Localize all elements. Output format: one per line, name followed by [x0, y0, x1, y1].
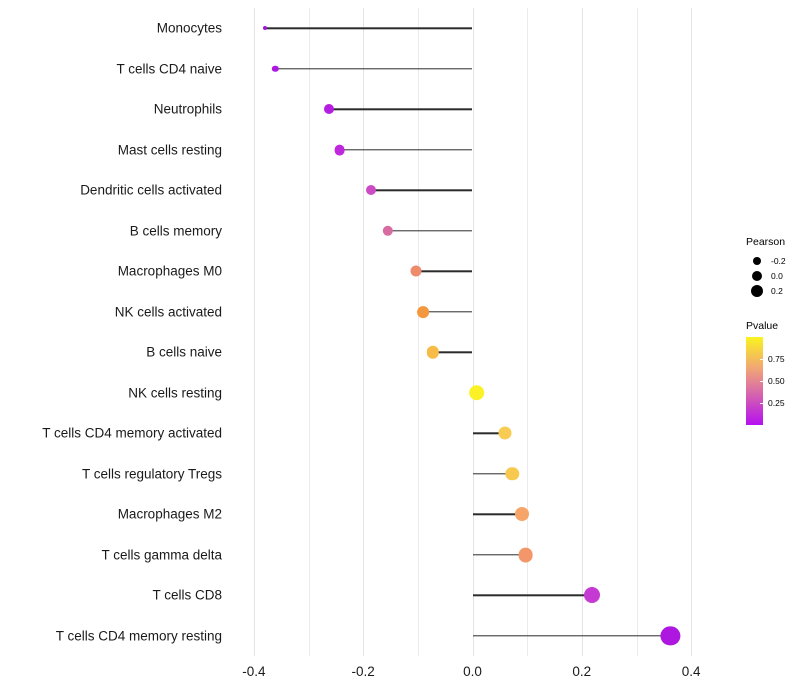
lollipop-stem — [432, 351, 473, 353]
size-legend-label: 0.0 — [771, 270, 783, 281]
y-axis-tick-label: Macrophages M0 — [117, 263, 222, 279]
colorbar-wrap: 0.75 0.50 0.25 — [746, 337, 800, 425]
x-axis-tick-label: 0.2 — [572, 664, 592, 679]
lollipop-stem — [472, 594, 592, 596]
x-axis-tick-label: 0.0 — [463, 664, 482, 679]
y-axis-tick-label: B cells memory — [129, 223, 222, 239]
x-axis: -0.4 -0.2 0.0 0.2 0.4 — [232, 656, 713, 686]
lollipop-point[interactable] — [334, 144, 346, 156]
color-legend: Pvalue 0.75 0.50 0.25 — [746, 320, 800, 425]
x-axis-tick-label: -0.4 — [242, 664, 266, 679]
size-legend-dot-icon — [746, 284, 768, 297]
size-legend-item: 0.2 — [746, 283, 800, 298]
lollipop-stem — [387, 230, 473, 232]
y-axis-tick-label: T cells gamma delta — [101, 547, 222, 563]
size-legend-item: 0.0 — [746, 268, 800, 283]
x-axis-tick-label: 0.4 — [681, 664, 701, 679]
lollipop-point[interactable] — [262, 26, 267, 31]
y-axis-tick-label: Monocytes — [156, 20, 222, 36]
y-axis-tick-label: Dendritic cells activated — [80, 182, 222, 198]
lollipop-point[interactable] — [518, 547, 533, 563]
lollipop-point[interactable] — [417, 305, 430, 318]
colorbar-ticks: 0.75 0.50 0.25 — [760, 337, 797, 425]
y-axis-tick-label: T cells CD4 memory activated — [42, 425, 222, 441]
gridline-minor — [527, 8, 529, 656]
lollipop-stem — [415, 270, 473, 272]
lollipop-point[interactable] — [583, 587, 600, 604]
lollipop-stem — [472, 432, 506, 434]
y-axis-tick-label: NK cells activated — [114, 304, 222, 320]
x-axis-tick-label: -0.2 — [351, 664, 375, 679]
lollipop-point[interactable] — [426, 346, 439, 359]
lollipop-point[interactable] — [366, 185, 377, 196]
lollipop-stem — [339, 149, 473, 151]
size-legend-label: 0.2 — [771, 285, 783, 296]
lollipop-point[interactable] — [382, 225, 393, 236]
lollipop-point[interactable] — [469, 385, 485, 401]
legend-group: Pearson -0.2 0.0 0.2 Pvalue 0.75 0.50 0.25 — [746, 236, 800, 425]
plot-panel — [232, 8, 713, 656]
gridline-major — [472, 8, 474, 656]
colorbar-tick-label: 0.25 — [768, 398, 785, 408]
gridline-minor — [308, 8, 310, 656]
lollipop-stem — [472, 473, 513, 475]
lollipop-point[interactable] — [271, 65, 279, 72]
lollipop-stem — [423, 311, 473, 313]
lollipop-stem — [264, 27, 473, 29]
color-legend-title: Pvalue — [746, 320, 779, 332]
y-axis-tick-label: T cells regulatory Tregs — [81, 466, 222, 482]
gridline-major — [363, 8, 365, 656]
size-legend-title: Pearson — [746, 236, 786, 248]
y-axis-labels: Monocytes T cells CD4 naive Neutrophils Mas… — [0, 8, 222, 656]
gridline-major — [691, 8, 693, 656]
y-axis-tick-label: T cells CD4 memory resting — [55, 628, 222, 644]
y-axis-tick-label: NK cells resting — [128, 385, 222, 401]
gridline-major — [253, 8, 255, 656]
colorbar-tick-label: 0.50 — [768, 376, 785, 386]
lollipop-stem — [472, 635, 671, 637]
size-legend-dot-icon — [746, 270, 768, 281]
y-axis-tick-label: Neutrophils — [153, 101, 222, 117]
gridline-major — [581, 8, 583, 656]
lollipop-stem — [371, 189, 473, 191]
lollipop-stem — [472, 554, 526, 556]
size-legend-dot-icon — [746, 256, 768, 265]
size-legend: Pearson -0.2 0.0 0.2 — [746, 236, 800, 298]
lollipop-stem — [472, 513, 523, 515]
lollipop-point[interactable] — [515, 507, 530, 522]
lollipop-point[interactable] — [498, 426, 512, 440]
y-axis-tick-label: B cells naive — [146, 344, 222, 360]
gridline-minor — [417, 8, 419, 656]
colorbar-gradient — [746, 337, 763, 425]
lollipop-point[interactable] — [505, 467, 520, 481]
size-legend-items: -0.2 0.0 0.2 — [746, 253, 800, 298]
colorbar-tick-mark — [760, 403, 763, 404]
colorbar-tick-mark — [760, 359, 763, 360]
colorbar-tick-label: 0.75 — [768, 354, 785, 364]
lollipop-point[interactable] — [324, 104, 335, 115]
lollipop-point[interactable] — [410, 265, 422, 277]
colorbar-tick-mark — [760, 381, 763, 382]
size-legend-label: -0.2 — [771, 255, 786, 266]
gridline-minor — [636, 8, 638, 656]
y-axis-tick-label: Mast cells resting — [117, 142, 222, 158]
lollipop-point[interactable] — [660, 626, 680, 646]
y-axis-tick-label: T cells CD8 — [152, 587, 222, 603]
y-axis-tick-label: Macrophages M2 — [117, 506, 222, 522]
y-axis-tick-label: T cells CD4 naive — [116, 61, 222, 77]
size-legend-item: -0.2 — [746, 253, 800, 268]
lollipop-stem — [275, 68, 473, 70]
lollipop-stem — [329, 108, 473, 110]
